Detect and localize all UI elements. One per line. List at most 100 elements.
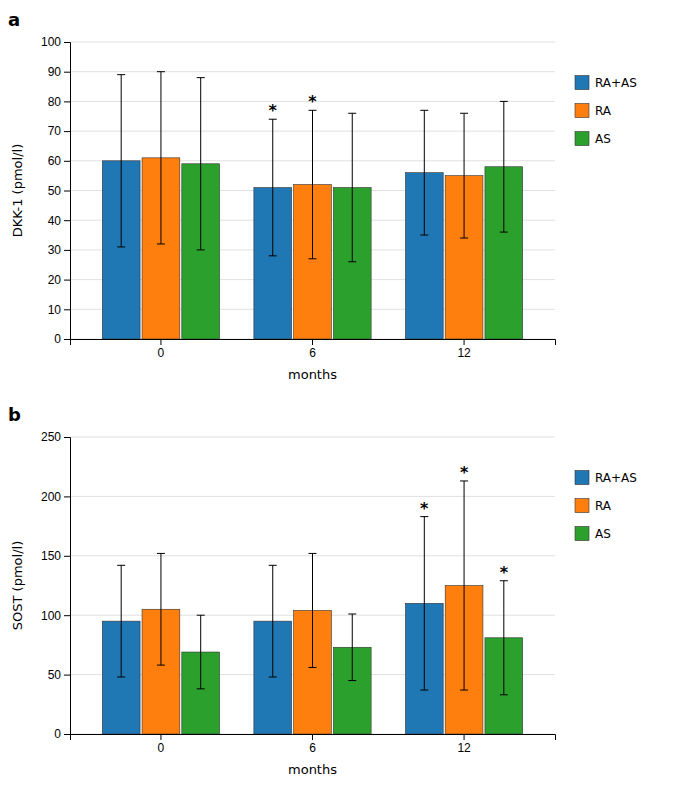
tick-label: 0 (158, 741, 165, 755)
legend-label: RA+AS (595, 76, 637, 90)
error-bar (348, 113, 356, 262)
tick-label: 200 (41, 490, 61, 504)
error-bar-stem (121, 565, 122, 677)
tick-mark (64, 309, 70, 310)
tick: 6 (309, 734, 316, 755)
error-bar-stem (424, 110, 425, 235)
error-bar-cap (269, 565, 277, 566)
axis-line (64, 43, 71, 340)
tick-mark (64, 161, 70, 162)
tick: 200 (41, 490, 70, 504)
error-bar-cap (500, 101, 508, 102)
error-bar-cap (348, 680, 356, 681)
tick: 50 (48, 184, 70, 198)
error-bar-cap (348, 261, 356, 262)
y-axis: 0102030405060708090100 (41, 35, 71, 346)
tick-mark (64, 101, 70, 102)
error-bar-cap (420, 235, 428, 236)
error-bar-cap (157, 665, 165, 666)
legend-item: AS (575, 132, 611, 146)
error-bar-cap (197, 77, 205, 78)
error-bar-cap (460, 238, 468, 239)
error-bar-cap (420, 110, 428, 111)
legend: RA+AS RA AS (575, 76, 637, 146)
error-bar (420, 110, 428, 235)
x-axis-title: months (288, 367, 337, 382)
error-bar-cap (157, 243, 165, 244)
error-bar-stem (121, 75, 122, 247)
tick-label: 40 (48, 214, 62, 228)
tick-mark (64, 496, 70, 497)
error-bar-stem (312, 110, 313, 259)
legend-item: RA (575, 104, 612, 118)
error-bar-stem (503, 581, 504, 695)
tick-mark (464, 339, 465, 345)
error-bar (460, 481, 468, 690)
x-axis-title: months (288, 762, 337, 777)
tick-label: 0 (54, 727, 61, 741)
panel: 0501001502002500612***bSOST (pmol/l)mont… (8, 404, 637, 777)
error-bar-stem (272, 119, 273, 256)
legend-swatch (575, 104, 589, 118)
legend-label: AS (595, 527, 611, 541)
error-bar-cap (197, 249, 205, 250)
legend-item: RA+AS (575, 471, 637, 485)
error-bar (197, 615, 205, 689)
tick-mark (64, 734, 70, 735)
error-bar (157, 72, 165, 244)
tick-mark (64, 675, 70, 676)
tick-mark (64, 131, 70, 132)
error-bar-cap (500, 694, 508, 695)
grid-line (70, 496, 555, 497)
tick-mark (64, 72, 70, 73)
annotation: * (269, 101, 278, 120)
tick: 0 (54, 332, 70, 346)
tick-label: 0 (54, 332, 61, 346)
legend-swatch (575, 499, 589, 513)
annotation: * (460, 463, 469, 482)
tick-mark (464, 734, 465, 740)
tick-label: 80 (48, 95, 62, 109)
grid-line (70, 71, 555, 72)
tick: 50 (48, 668, 70, 682)
error-bar-cap (117, 565, 125, 566)
tick-label: 12 (457, 346, 471, 360)
tick-label: 20 (48, 273, 62, 287)
figure: 01020304050607080901000612**aDKK-1 (pmol… (0, 0, 685, 790)
tick: 30 (48, 243, 70, 257)
legend: RA+ASRAAS (575, 471, 637, 541)
tick-label: 90 (48, 65, 62, 79)
error-bar (348, 614, 356, 681)
error-bar-cap (157, 553, 165, 554)
tick: 12 (457, 734, 471, 755)
grid-line (70, 42, 555, 43)
error-bar-cap (197, 615, 205, 616)
tick: 250 (41, 430, 70, 444)
tick-mark (160, 339, 161, 345)
error-bar (117, 75, 125, 247)
tick: 100 (41, 609, 70, 623)
tick-label: 50 (48, 668, 62, 682)
error-bar-stem (352, 614, 353, 681)
error-bar (309, 110, 317, 259)
series (102, 75, 443, 339)
error-bar-stem (200, 78, 201, 250)
legend-label: AS (595, 132, 611, 146)
plot-marks (102, 481, 522, 734)
tick-label: 0 (158, 346, 165, 360)
tick: 0 (158, 734, 165, 755)
legend-label: RA+AS (595, 471, 637, 485)
x-axis: 0612 (71, 339, 556, 360)
tick-mark (64, 191, 70, 192)
plot-marks (102, 72, 522, 339)
error-bar-stem (424, 517, 425, 690)
tick-mark (64, 437, 70, 438)
series (102, 517, 443, 734)
error-bar-cap (460, 690, 468, 691)
series (182, 581, 523, 734)
tick-label: 250 (41, 430, 61, 444)
error-bar (197, 78, 205, 250)
annotation: * (420, 499, 429, 518)
error-bar-stem (503, 101, 504, 232)
error-bar (500, 581, 508, 695)
